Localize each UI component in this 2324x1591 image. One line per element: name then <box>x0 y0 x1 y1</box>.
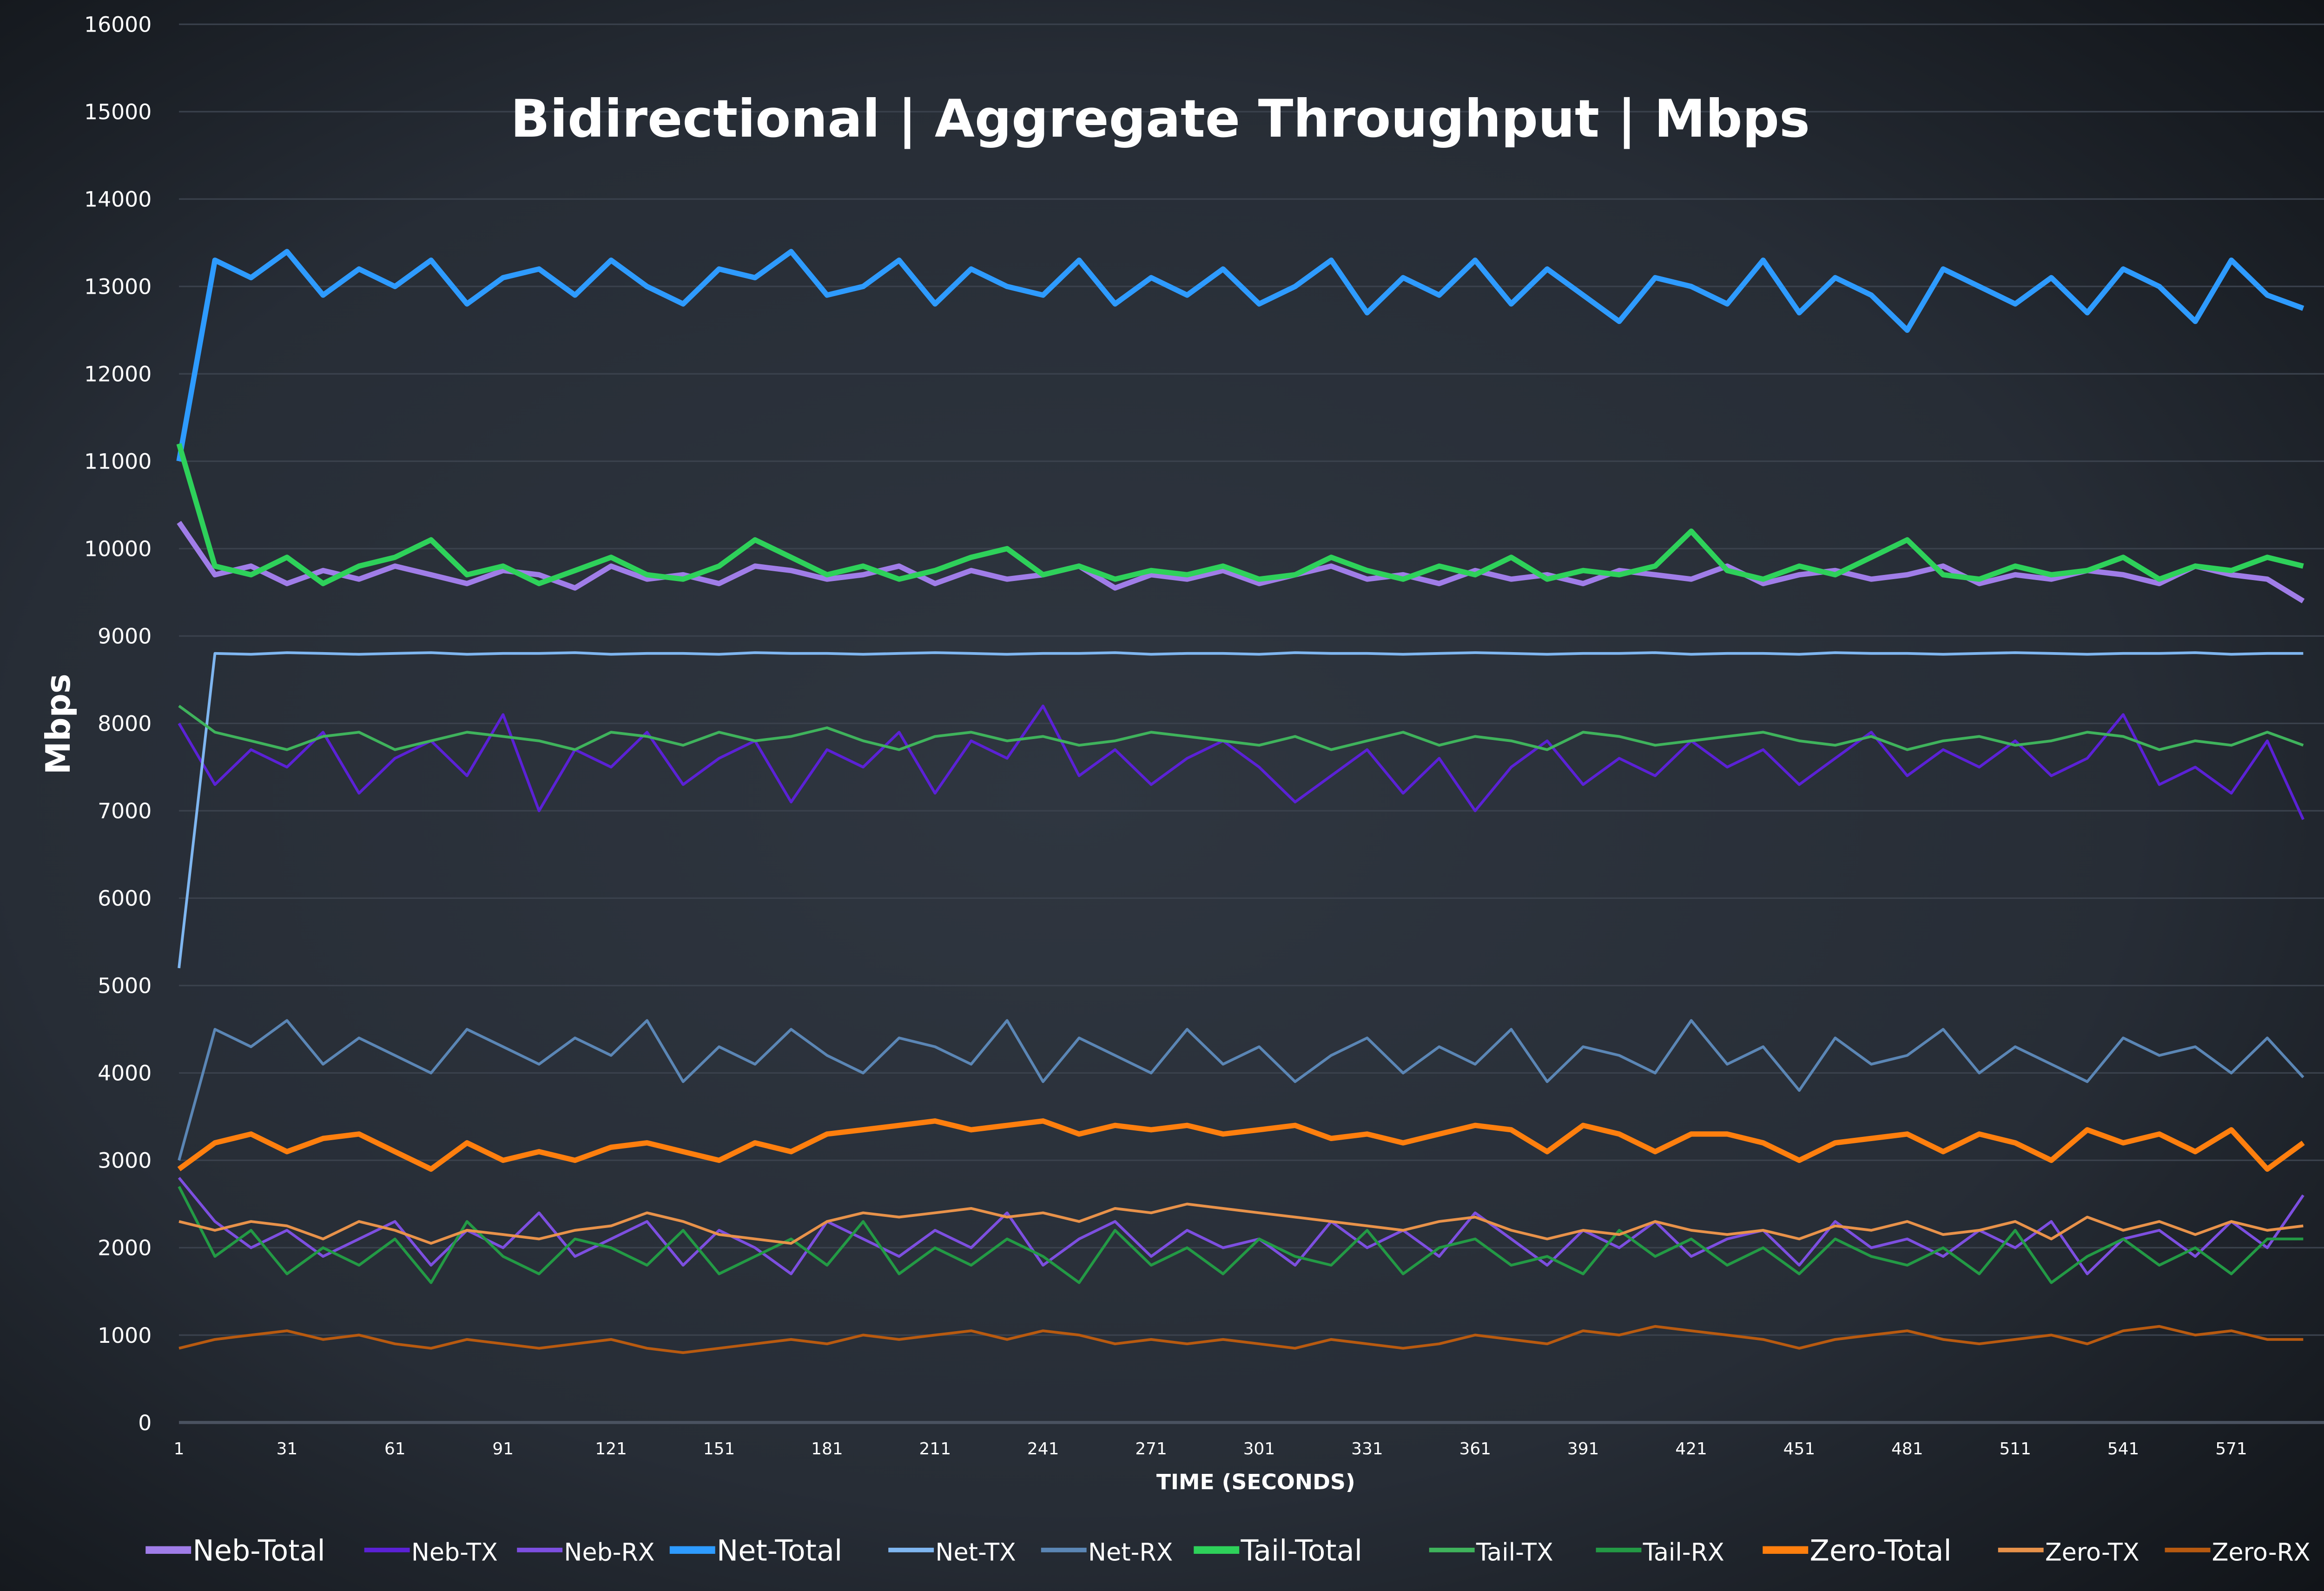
y-tick-label: 4000 <box>98 1061 152 1086</box>
series-lines <box>176 249 2305 1354</box>
legend-label: Tail-RX <box>1643 1539 1724 1567</box>
series-line-net-total <box>176 249 2304 462</box>
series-line-net-rx <box>178 1019 2304 1161</box>
chart-title: Bidirectional | Aggregate Throughput | M… <box>510 89 1810 149</box>
legend-item-zero-total: Zero-Total <box>1763 1534 1952 1568</box>
x-tick-label: 31 <box>277 1439 298 1459</box>
series-line-neb-tx <box>178 704 2304 820</box>
legend-label: Neb-RX <box>564 1539 654 1567</box>
x-tick-label: 1 <box>174 1439 185 1459</box>
x-tick-label: 181 <box>811 1439 843 1459</box>
x-tick-label: 271 <box>1135 1439 1167 1459</box>
x-tick-label: 91 <box>492 1439 514 1459</box>
legend-label: Zero-RX <box>2212 1539 2311 1567</box>
x-tick-label: 151 <box>703 1439 735 1459</box>
series-line-zero-tx <box>178 1202 2304 1245</box>
legend-label: Net-RX <box>1088 1539 1173 1567</box>
y-tick-label: 10000 <box>84 537 152 561</box>
legend-item-neb-rx: Neb-RX <box>517 1539 655 1567</box>
y-tick-label: 0 <box>138 1411 152 1435</box>
legend-item-neb-total: Neb-Total <box>145 1534 325 1568</box>
x-tick-label: 481 <box>1891 1439 1923 1459</box>
legend-item-tail-total: Tail-Total <box>1194 1534 1362 1568</box>
y-tick-label: 16000 <box>84 13 152 37</box>
legend-item-tail-tx: Tail-TX <box>1429 1539 1553 1567</box>
y-tick-label: 1000 <box>98 1323 152 1348</box>
x-tick-label: 421 <box>1675 1439 1707 1459</box>
x-tick-label: 511 <box>1999 1439 2031 1459</box>
legend-label: Net-Total <box>717 1534 842 1568</box>
x-tick-label: 211 <box>919 1439 951 1459</box>
x-tick-label: 121 <box>595 1439 627 1459</box>
legend-label: Tail-Total <box>1240 1534 1362 1568</box>
legend-item-zero-rx: Zero-RX <box>2165 1539 2311 1567</box>
x-tick-label: 331 <box>1351 1439 1383 1459</box>
legend-item-neb-tx: Neb-TX <box>364 1539 498 1567</box>
x-tick-label: 571 <box>2215 1439 2247 1459</box>
legend-label: Tail-TX <box>1476 1539 1553 1567</box>
series-line-neb-total <box>177 521 2305 603</box>
legend-label: Zero-Total <box>1810 1534 1952 1568</box>
legend: Neb-Total Neb-TX Neb-RX Net-Total Net-TX Net-… <box>145 1534 2311 1568</box>
x-axis-ticks: 1 31 61 91 121 151 181 211 241 271 301 331 361 391 421… <box>174 1439 2247 1459</box>
y-tick-label: 7000 <box>98 799 152 824</box>
y-tick-label: 2000 <box>98 1236 152 1261</box>
series-line-net-tx <box>178 651 2304 969</box>
x-axis-label: TIME (SECONDS) <box>1156 1470 1355 1494</box>
x-tick-label: 361 <box>1459 1439 1492 1459</box>
y-tick-label: 14000 <box>84 187 152 212</box>
x-tick-label: 391 <box>1567 1439 1599 1459</box>
y-tick-label: 12000 <box>84 362 152 387</box>
legend-item-tail-rx: Tail-RX <box>1596 1539 1724 1567</box>
x-tick-label: 301 <box>1243 1439 1275 1459</box>
legend-label: Net-TX <box>935 1539 1016 1567</box>
legend-label: Zero-TX <box>2045 1539 2139 1567</box>
y-tick-label: 5000 <box>98 974 152 998</box>
x-tick-label: 241 <box>1027 1439 1059 1459</box>
legend-item-net-rx: Net-RX <box>1041 1539 1173 1567</box>
series-line-tail-total <box>176 443 2304 587</box>
legend-item-net-total: Net-Total <box>669 1534 842 1568</box>
y-tick-label: 9000 <box>98 624 152 649</box>
y-tick-label: 3000 <box>98 1149 152 1173</box>
y-axis-label: Mbps <box>39 673 78 774</box>
legend-label: Neb-Total <box>192 1534 325 1568</box>
y-axis-ticks: 0 1000 2000 3000 4000 5000 6000 7000 8000 9000 100… <box>84 13 152 1435</box>
legend-item-zero-tx: Zero-TX <box>1998 1539 2139 1567</box>
series-line-zero-total <box>177 1118 2305 1172</box>
y-tick-label: 11000 <box>84 449 152 474</box>
series-line-tail-tx <box>178 705 2304 751</box>
series-line-zero-rx <box>178 1325 2304 1354</box>
y-tick-label: 13000 <box>84 275 152 299</box>
y-tick-label: 6000 <box>98 886 152 911</box>
x-tick-label: 61 <box>384 1439 406 1459</box>
x-tick-label: 451 <box>1783 1439 1816 1459</box>
x-tick-label: 541 <box>2107 1439 2139 1459</box>
legend-label: Neb-TX <box>411 1539 498 1567</box>
legend-item-net-tx: Net-TX <box>888 1539 1016 1567</box>
y-tick-label: 15000 <box>84 100 152 125</box>
series-line-tail-rx <box>178 1186 2304 1284</box>
y-tick-label: 8000 <box>98 712 152 736</box>
